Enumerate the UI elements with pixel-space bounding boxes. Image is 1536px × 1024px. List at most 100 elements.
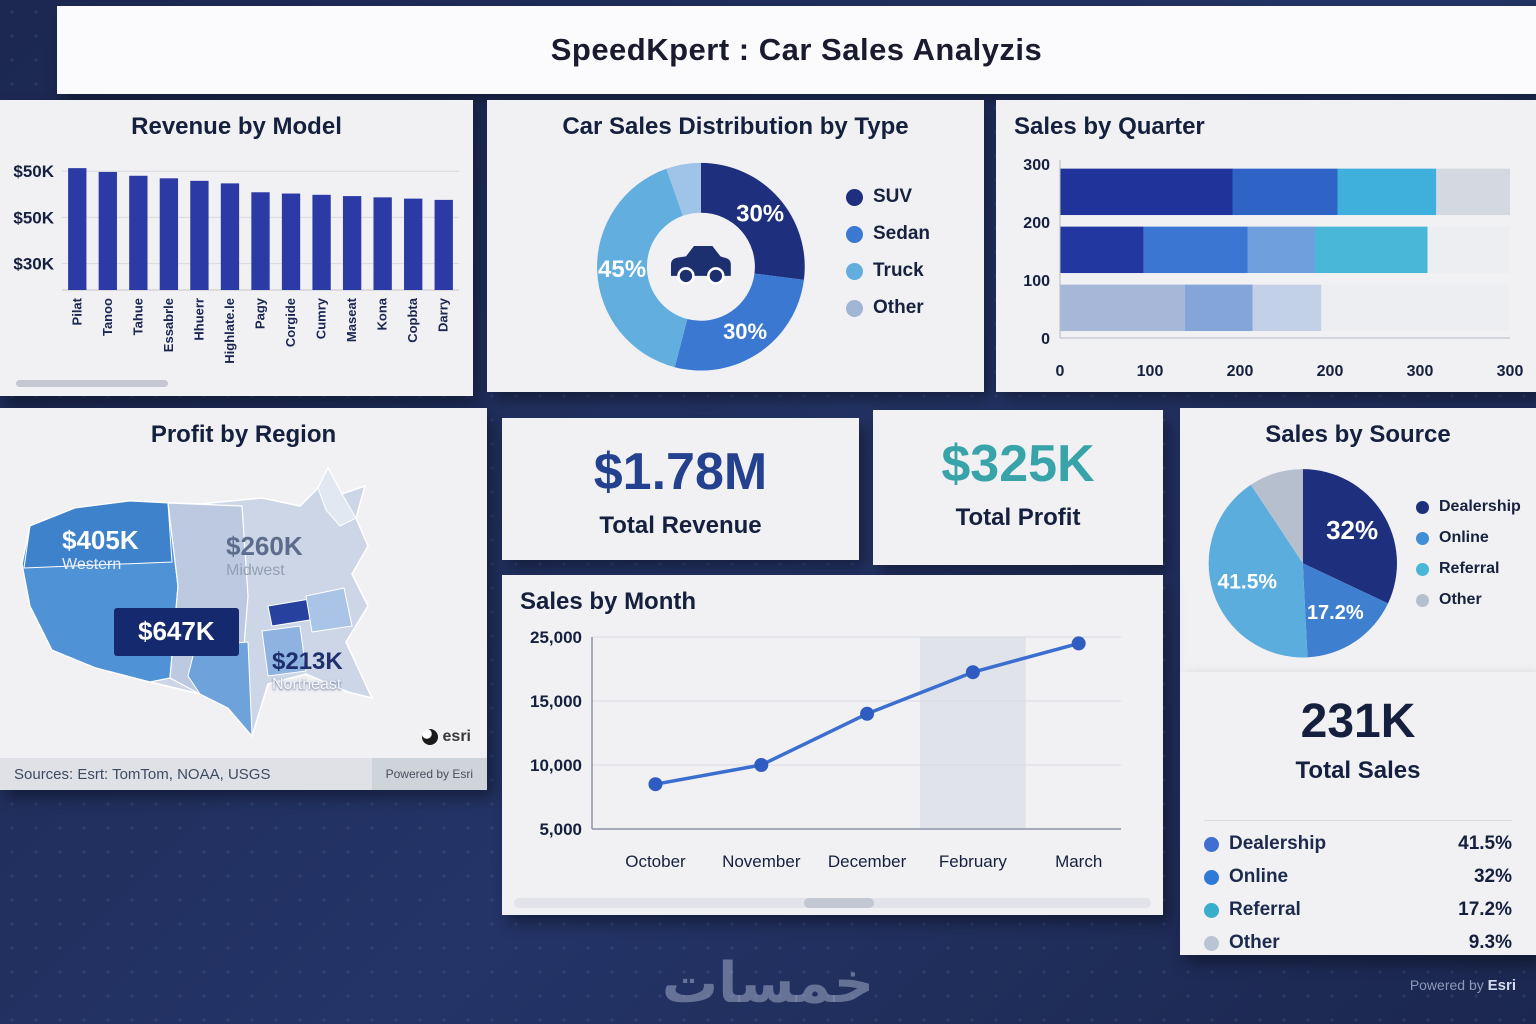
sales-by-quarter-panel: Sales by Quarter 300 200 100 0 0 100 200 200 300…: [996, 100, 1536, 392]
esri-logo: esri: [421, 728, 471, 746]
total-profit-card: $325K Total Profit: [873, 410, 1163, 565]
legend-item[interactable]: Other 9.3%: [1204, 932, 1512, 954]
svg-text:Pagy: Pagy: [253, 297, 268, 329]
legend-value: 41.5%: [1458, 833, 1512, 854]
esri-logo-text: esri: [442, 728, 471, 745]
total-revenue-value: $1.78M: [593, 443, 768, 501]
revenue-chart-scrollbar[interactable]: [16, 380, 168, 387]
legend-label: Referral: [1439, 560, 1500, 577]
western-value: $405K: [62, 525, 139, 555]
type-legend: SUV Sedan Truck Other: [846, 186, 968, 319]
sales-distribution-title: Car Sales Distribution by Type: [562, 113, 909, 140]
legend-item[interactable]: Dealership 41.5%: [1204, 833, 1512, 855]
svg-text:45%: 45%: [598, 256, 646, 283]
legend-value: 9.3%: [1468, 932, 1512, 953]
svg-text:Essabrle: Essabrle: [161, 298, 176, 352]
svg-text:300: 300: [1023, 157, 1050, 174]
map-label-midwest: $260K Midwest: [226, 531, 303, 580]
map-sources-text: Sources: Esrt: TomTom, NOAA, USGS: [14, 765, 271, 783]
svg-text:10,000: 10,000: [530, 756, 582, 775]
legend-color-dot: [846, 188, 863, 206]
revenue-by-model-title: Revenue by Model: [131, 113, 342, 140]
svg-text:0: 0: [1056, 363, 1065, 380]
legend-color-dot: [846, 299, 863, 317]
map-south-region[interactable]: [261, 625, 307, 677]
legend-color-dot: [1416, 531, 1429, 545]
legend-color-dot: [1204, 935, 1219, 951]
type-donut-chart[interactable]: 30% 30% 45%: [527, 144, 897, 380]
legend-item[interactable]: Referral 17.2%: [1204, 899, 1512, 921]
legend-item[interactable]: Other: [846, 297, 968, 319]
svg-text:Hhuerr: Hhuerr: [191, 298, 206, 341]
legend-item[interactable]: Other: [1416, 591, 1528, 609]
legend-item[interactable]: Truck: [846, 260, 968, 282]
northeast-name: Northeast: [272, 675, 342, 693]
legend-item[interactable]: Sedan: [846, 223, 968, 245]
svg-text:Copbta: Copbta: [405, 297, 420, 343]
powered-by-brand: Esri: [1487, 977, 1516, 994]
legend-value: 17.2%: [1458, 899, 1512, 920]
legend-color-dot: [846, 262, 863, 280]
svg-text:Highlate.le: Highlate.le: [222, 298, 237, 364]
source-pie-chart[interactable]: 32% 17.2% 41.5%: [1190, 452, 1430, 666]
svg-text:25,000: 25,000: [530, 628, 582, 647]
total-revenue-label: Total Revenue: [599, 512, 762, 539]
month-chart-scrollbar-thumb[interactable]: [804, 898, 874, 908]
us-map[interactable]: [0, 446, 487, 758]
esri-globe-icon: [421, 729, 438, 745]
legend-color-dot: [846, 225, 863, 243]
map-powered-by: Powered by Esri: [371, 758, 487, 790]
legend-label: Dealership: [1439, 498, 1521, 515]
svg-text:100: 100: [1137, 363, 1164, 380]
total-revenue-card: $1.78M Total Revenue: [502, 418, 859, 560]
svg-text:March: March: [1055, 852, 1102, 871]
svg-text:100: 100: [1023, 273, 1050, 290]
legend-item[interactable]: Online: [1416, 529, 1528, 547]
svg-text:200: 200: [1227, 363, 1254, 380]
total-sales-panel: 231K Total Sales Dealership 41.5% Online 32…: [1180, 672, 1536, 955]
legend-color-dot: [1204, 902, 1219, 918]
svg-text:Tanoo: Tanoo: [100, 298, 115, 336]
legend-item[interactable]: Dealership: [1416, 498, 1528, 516]
northeast-value: $213K: [272, 648, 343, 675]
western-name: Western: [62, 555, 122, 573]
svg-text:February: February: [939, 852, 1008, 871]
svg-text:$30K: $30K: [13, 255, 54, 274]
legend-color-dot: [1416, 500, 1429, 514]
legend-label: Sedan: [873, 223, 931, 244]
map-texas-region[interactable]: [187, 641, 253, 738]
quarter-stacked-bar-chart[interactable]: 300 200 100 0 0 100 200 200 300 300: [1008, 146, 1524, 384]
legend-item[interactable]: Online 32%: [1204, 866, 1512, 888]
dashboard-title: SpeedKpert : Car Sales Analyzis: [550, 32, 1043, 67]
legend-item[interactable]: Referral: [1416, 560, 1528, 578]
legend-label: SUV: [873, 186, 913, 207]
profit-by-region-title: Profit by Region: [150, 421, 337, 448]
sales-by-quarter-title: Sales by Quarter: [1014, 113, 1205, 140]
legend-item[interactable]: SUV: [846, 186, 968, 208]
sales-by-source-panel: Sales by Source 32% 17.2% 41.5% Dealership…: [1180, 408, 1536, 675]
southwest-value: $647K: [138, 616, 215, 646]
sales-by-month-title: Sales by Month: [520, 588, 697, 615]
map-northeast-region[interactable]: [317, 466, 357, 527]
legend-label: Truck: [873, 260, 924, 281]
legend-label: Other: [1439, 591, 1482, 608]
svg-text:300: 300: [1407, 363, 1434, 380]
legend-label: Other: [1229, 932, 1280, 953]
legend-color-dot: [1204, 869, 1219, 885]
map-attribution-bar: Sources: Esrt: TomTom, NOAA, USGS Powere…: [0, 758, 487, 790]
svg-text:November: November: [722, 852, 801, 871]
legend-label: Other: [873, 297, 924, 318]
legend-value: 32%: [1473, 866, 1512, 887]
legend-label: Online: [1439, 529, 1489, 546]
month-chart-scrollbar-track[interactable]: [514, 898, 1151, 908]
svg-text:32%: 32%: [1326, 515, 1378, 545]
us-map-svg[interactable]: [0, 446, 487, 758]
legend-color-dot: [1416, 562, 1429, 576]
dashboard-header: SpeedKpert : Car Sales Analyzis: [57, 6, 1536, 94]
month-line-chart[interactable]: 25,000 15,000 10,000 5,000 October November De…: [514, 621, 1147, 881]
sales-distribution-panel: Car Sales Distribution by Type 30% 30% 45%…: [487, 100, 984, 392]
revenue-bar-chart[interactable]: $50K $50K $30K Pilat Tanoo Tahue Essabrle Hhuer…: [6, 144, 467, 374]
map-southeast-region[interactable]: [305, 587, 353, 633]
total-sales-value: 231K: [1300, 695, 1416, 748]
map-label-western: $405K Western: [62, 525, 139, 574]
